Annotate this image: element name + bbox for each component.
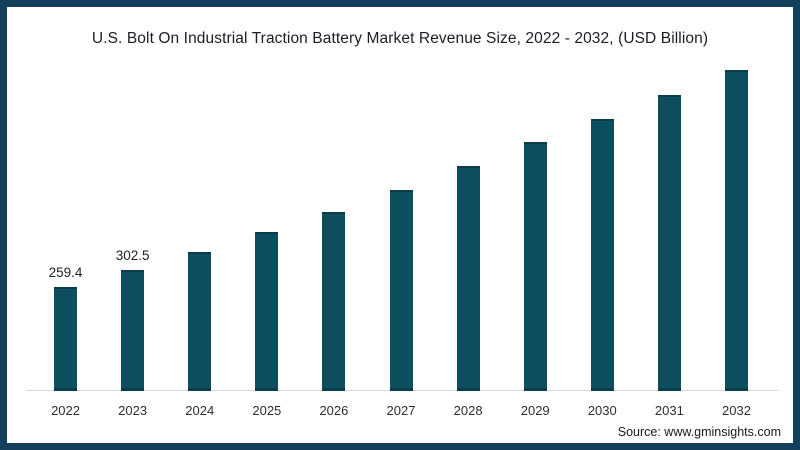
bar-group-2032 [703,70,770,391]
x-tick-label-2024: 2024 [185,403,215,418]
x-tick-label-2023: 2023 [118,403,148,418]
bar-2026 [322,211,346,391]
bar-2025 [255,231,279,391]
bar-value-label-2022: 259.4 [48,265,83,281]
bar-group-2024 [166,251,233,391]
bar-group-2029 [502,142,569,391]
x-tick-label-2032: 2032 [722,403,751,418]
source-credit: Source: www.gminsights.com [617,425,781,439]
x-tick-label-2028: 2028 [453,403,483,418]
bar-group-2026 [300,211,367,391]
bar-2030 [590,119,614,391]
x-tick-label-2027: 2027 [386,403,416,418]
bar-group-2027 [367,189,434,391]
bar-group-2025 [233,231,300,391]
chart-title: U.S. Bolt On Industrial Traction Battery… [91,30,709,47]
bar-group-2022: 259.4 [32,265,99,391]
bar-value-label-2023: 302.5 [115,248,150,263]
bar-group-2031 [636,95,703,391]
bar-group-2028 [435,166,502,391]
bar-2023 [121,270,145,391]
bars-row: 259.4 302.5 [32,46,770,391]
bar-2032 [724,70,748,391]
bar-2022 [54,287,78,391]
x-tick-label-2026: 2026 [319,403,349,418]
bar-2029 [523,142,547,391]
x-tick-label-2031: 2031 [654,403,684,418]
bar-2031 [657,95,681,391]
bar-2028 [456,166,480,391]
bar-group-2023: 302.5 [99,248,166,391]
x-tick-label-2030: 2030 [587,403,617,418]
bar-2027 [389,189,413,391]
x-tick-label-2025: 2025 [252,403,282,418]
x-axis-tick-labels: 2022 2023 2024 2025 2026 2027 2028 2029 2030 2031… [32,403,770,418]
x-tick-label-2029: 2029 [520,403,550,418]
x-tick-label-2022: 2022 [51,403,80,418]
bar-group-2030 [569,119,636,391]
bar-2024 [188,251,212,391]
